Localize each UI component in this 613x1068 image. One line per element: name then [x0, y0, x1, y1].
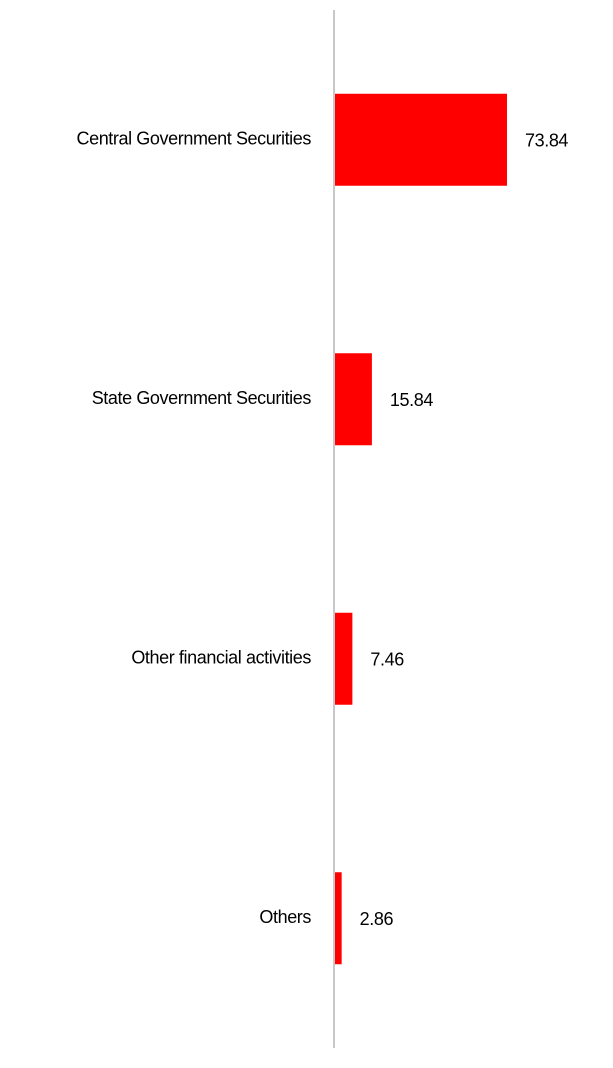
bar: [335, 93, 507, 186]
bar: [335, 872, 342, 965]
value-label: 73.84: [525, 131, 568, 151]
value-label: 15.84: [390, 390, 433, 410]
value-label: 7.46: [370, 650, 404, 670]
bar: [335, 612, 353, 705]
category-label: Central Government Securities: [76, 129, 311, 149]
value-label: 2.86: [360, 909, 394, 929]
category-label: Others: [259, 907, 311, 927]
category-label: Other financial activities: [131, 648, 311, 668]
bar: [335, 353, 372, 446]
category-label: State Government Securities: [92, 388, 312, 408]
